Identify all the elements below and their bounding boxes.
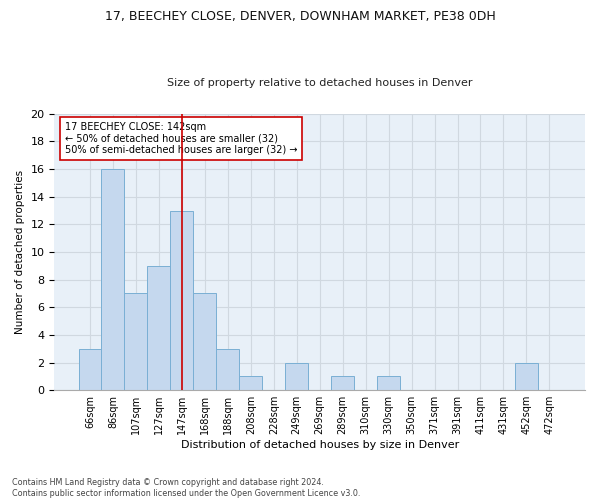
Bar — [79, 348, 101, 390]
Bar — [148, 266, 170, 390]
Y-axis label: Number of detached properties: Number of detached properties — [15, 170, 25, 334]
Text: 17, BEECHEY CLOSE, DENVER, DOWNHAM MARKET, PE38 0DH: 17, BEECHEY CLOSE, DENVER, DOWNHAM MARKE… — [104, 10, 496, 23]
Bar — [193, 294, 217, 390]
Bar — [170, 210, 193, 390]
Bar — [217, 348, 239, 390]
Text: 17 BEECHEY CLOSE: 142sqm
← 50% of detached houses are smaller (32)
50% of semi-d: 17 BEECHEY CLOSE: 142sqm ← 50% of detach… — [65, 122, 298, 156]
Bar — [285, 362, 308, 390]
Bar — [377, 376, 400, 390]
X-axis label: Distribution of detached houses by size in Denver: Distribution of detached houses by size … — [181, 440, 459, 450]
Text: Contains HM Land Registry data © Crown copyright and database right 2024.
Contai: Contains HM Land Registry data © Crown c… — [12, 478, 361, 498]
Bar — [331, 376, 354, 390]
Bar — [124, 294, 148, 390]
Bar — [101, 169, 124, 390]
Bar — [239, 376, 262, 390]
Bar — [515, 362, 538, 390]
Title: Size of property relative to detached houses in Denver: Size of property relative to detached ho… — [167, 78, 472, 88]
